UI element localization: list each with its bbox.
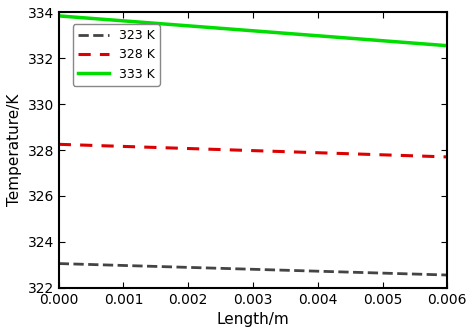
328 K xyxy=(287,150,293,154)
Legend: 323 K, 328 K, 333 K: 323 K, 328 K, 333 K xyxy=(73,24,160,86)
323 K xyxy=(445,273,450,277)
333 K xyxy=(435,43,441,47)
323 K xyxy=(243,267,248,271)
333 K xyxy=(243,28,248,32)
Line: 328 K: 328 K xyxy=(59,144,447,157)
333 K xyxy=(374,38,380,42)
X-axis label: Length/m: Length/m xyxy=(217,312,290,327)
323 K xyxy=(240,267,246,271)
328 K xyxy=(374,153,380,157)
328 K xyxy=(56,142,62,146)
328 K xyxy=(435,155,441,159)
328 K xyxy=(266,149,272,153)
323 K xyxy=(374,271,380,275)
Line: 323 K: 323 K xyxy=(59,264,447,275)
328 K xyxy=(243,148,248,152)
Y-axis label: Temperature/K: Temperature/K xyxy=(7,94,22,206)
328 K xyxy=(240,148,246,152)
333 K xyxy=(287,32,293,36)
323 K xyxy=(435,273,441,277)
323 K xyxy=(287,269,293,273)
333 K xyxy=(240,28,246,32)
Line: 333 K: 333 K xyxy=(59,16,447,46)
323 K xyxy=(266,268,272,272)
328 K xyxy=(445,155,450,159)
333 K xyxy=(445,44,450,48)
333 K xyxy=(266,30,272,34)
323 K xyxy=(56,262,62,266)
333 K xyxy=(56,14,62,18)
